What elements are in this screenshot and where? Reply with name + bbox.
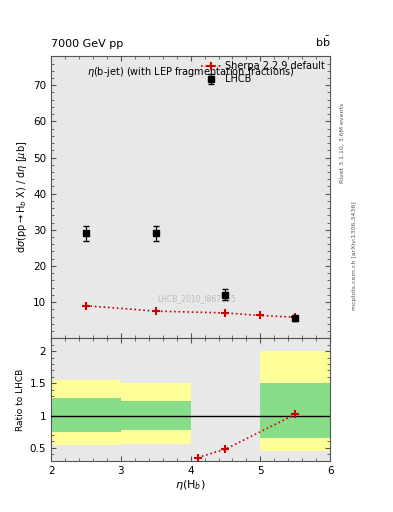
Line: Sherpa 2.2.9 default: Sherpa 2.2.9 default [82, 302, 299, 322]
Text: b$\bar{\rm b}$: b$\bar{\rm b}$ [315, 34, 330, 49]
Sherpa 2.2.9 default [84, 303, 88, 309]
Sherpa 2.2.9 default [293, 314, 298, 321]
Text: 7000 GeV pp: 7000 GeV pp [51, 38, 123, 49]
Y-axis label: d$\sigma$(pp$\rightarrow$H$_b$ X) / d$\eta$ [$\mu$b]: d$\sigma$(pp$\rightarrow$H$_b$ X) / d$\e… [15, 141, 29, 253]
Sherpa 2.2.9 default [223, 310, 228, 316]
Text: mcplots.cern.ch [arXiv:1306.3436]: mcplots.cern.ch [arXiv:1306.3436] [352, 202, 357, 310]
Text: LHCB_2010_I867355: LHCB_2010_I867355 [157, 294, 235, 303]
Text: $\eta$(b-jet) (with LEP fragmentation fractions): $\eta$(b-jet) (with LEP fragmentation fr… [87, 65, 294, 79]
Sherpa 2.2.9 default [153, 308, 158, 314]
X-axis label: $\eta$(H$_b$): $\eta$(H$_b$) [175, 478, 206, 493]
Sherpa 2.2.9 default [258, 312, 263, 318]
Legend: Sherpa 2.2.9 default, LHCB: Sherpa 2.2.9 default, LHCB [201, 61, 325, 84]
Y-axis label: Ratio to LHCB: Ratio to LHCB [17, 369, 26, 431]
Text: Rivet 3.1.10, 3.6M events: Rivet 3.1.10, 3.6M events [340, 103, 345, 183]
